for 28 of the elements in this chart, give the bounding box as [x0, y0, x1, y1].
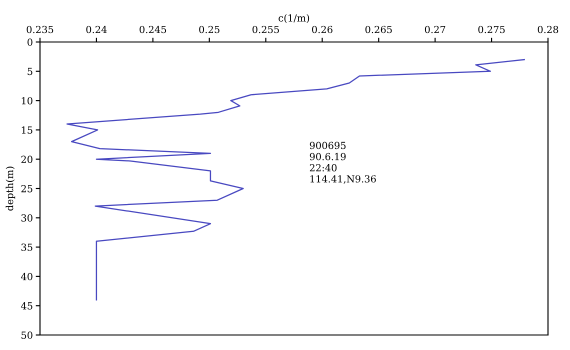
x-tick-label: 0.28: [538, 26, 558, 34]
y-tick-label: 40: [20, 272, 32, 280]
y-tick-label: 45: [20, 302, 32, 310]
y-tick-label: 50: [22, 331, 32, 339]
x-tick-label: 0.245: [140, 26, 166, 34]
y-tick-label: 15: [22, 126, 32, 134]
x-tick-label: 0.235: [26, 26, 54, 34]
y-tick-label: 35: [21, 244, 32, 251]
y-tick-label: 10: [22, 97, 32, 104]
y-tick-label: 5: [28, 68, 32, 76]
x-tick-label: 0.255: [252, 26, 279, 34]
x-tick-label: 0.275: [478, 26, 505, 34]
y-tick-label: 20: [21, 156, 32, 164]
annotation: 900695: [310, 142, 346, 150]
x-tick-label: 0.265: [365, 26, 392, 34]
x-tick-label: 0.25: [199, 26, 220, 34]
y-tick-label: 25: [21, 184, 32, 192]
x-tick-label: 0.26: [312, 26, 332, 34]
annotation: 22:40: [310, 164, 337, 172]
y-tick-label: 0: [28, 38, 32, 46]
x-axis-title: c(1/m): [278, 14, 310, 23]
annotation: 114.41,N9.36: [310, 175, 376, 184]
y-tick-label: 30: [21, 214, 32, 222]
y-axis-title: depth(m): [6, 166, 16, 211]
x-tick-label: 0.27: [424, 26, 446, 34]
annotation: 90.6.19: [310, 152, 346, 160]
line-series: [66, 58, 525, 300]
x-tick-label: 0.24: [86, 26, 107, 34]
